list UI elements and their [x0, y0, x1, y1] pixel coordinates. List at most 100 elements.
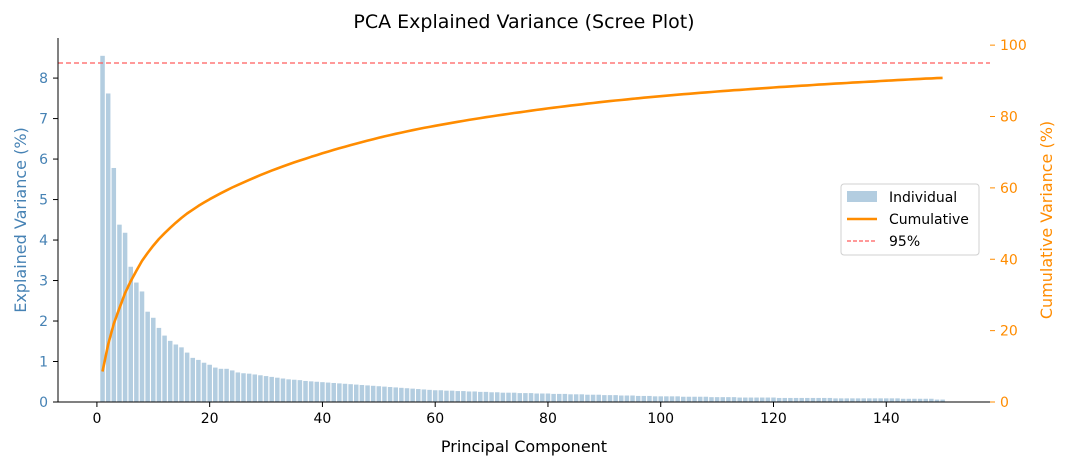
y-tick-label: 1	[39, 355, 48, 371]
bar	[320, 382, 325, 402]
bar	[635, 395, 641, 402]
bar	[838, 398, 844, 402]
bar	[455, 391, 461, 402]
bar	[145, 311, 150, 402]
bar	[720, 397, 726, 402]
bar	[585, 394, 590, 402]
bar	[151, 317, 156, 402]
bar	[258, 375, 263, 402]
bar	[697, 396, 703, 402]
bar	[134, 282, 139, 402]
bar	[737, 397, 742, 402]
x-tick-label: 120	[760, 411, 787, 427]
bar	[365, 385, 370, 402]
x-tick-label: 20	[201, 411, 219, 427]
bar	[213, 367, 218, 402]
bar	[748, 397, 754, 402]
bar	[889, 398, 895, 402]
bar	[162, 335, 167, 402]
bar	[731, 397, 737, 402]
bar	[923, 398, 928, 402]
bar	[399, 387, 404, 402]
bar	[641, 395, 647, 402]
bar	[404, 388, 410, 402]
bar	[196, 359, 201, 402]
bar	[297, 380, 303, 402]
bar	[478, 391, 483, 402]
bar	[511, 392, 517, 402]
bar	[280, 378, 286, 402]
bar	[156, 327, 162, 402]
y-tick-label: 4	[39, 233, 48, 249]
bar	[771, 397, 776, 402]
legend-label-cumulative: Cumulative	[889, 212, 969, 228]
bar	[669, 396, 675, 402]
y-tick-label: 8	[39, 71, 48, 87]
bar	[376, 386, 382, 402]
bar	[167, 340, 173, 402]
bar	[325, 382, 331, 402]
bar	[416, 389, 421, 402]
bar	[929, 398, 934, 402]
bar	[652, 396, 658, 402]
bar	[139, 291, 145, 402]
bar	[906, 398, 912, 402]
bar	[709, 397, 714, 402]
bar	[545, 393, 551, 402]
bar	[833, 398, 838, 402]
cumulative-line	[101, 76, 943, 372]
bar	[895, 398, 900, 402]
bar	[551, 393, 556, 402]
bar	[173, 344, 179, 402]
bar	[269, 376, 274, 402]
bar	[483, 391, 489, 402]
bar	[917, 398, 923, 402]
bar	[489, 392, 494, 402]
bar	[782, 397, 788, 402]
legend-label-threshold: 95%	[889, 234, 920, 250]
bar	[421, 389, 427, 402]
cumulative-line-group	[58, 62, 990, 372]
bar	[805, 397, 810, 402]
y-tick-label: 7	[39, 112, 48, 128]
y2-tick-label: 20	[1000, 324, 1018, 340]
bar	[799, 397, 804, 402]
bar	[630, 395, 635, 402]
bar	[359, 384, 365, 402]
bar	[218, 368, 224, 402]
chart-title: PCA Explained Variance (Scree Plot)	[353, 11, 694, 33]
bar	[788, 397, 793, 402]
bar	[590, 394, 596, 402]
bar	[263, 376, 269, 402]
bar	[331, 382, 336, 402]
bar	[201, 362, 207, 402]
bar	[607, 395, 613, 402]
bar	[111, 167, 117, 402]
bar	[354, 384, 359, 402]
bar	[179, 347, 184, 402]
bar	[246, 373, 252, 402]
bar	[427, 389, 432, 402]
x-tick-label: 100	[647, 411, 674, 427]
bar	[867, 398, 872, 402]
bar	[573, 394, 579, 402]
bar	[128, 266, 133, 402]
bar	[506, 392, 511, 402]
bar	[900, 398, 906, 402]
bar	[765, 397, 771, 402]
bar	[855, 398, 861, 402]
y2-tick-label: 60	[1000, 181, 1018, 197]
bar	[224, 368, 229, 402]
bar	[884, 398, 889, 402]
y-tick-label: 6	[39, 152, 48, 168]
y2-tick-label: 100	[1000, 38, 1027, 54]
bar	[647, 395, 652, 402]
bar	[472, 391, 477, 402]
bar	[540, 393, 545, 402]
bar	[602, 395, 607, 402]
bar	[190, 357, 196, 402]
bar	[308, 381, 314, 402]
y2-tick-label: 0	[1000, 395, 1009, 411]
bar	[207, 364, 212, 402]
